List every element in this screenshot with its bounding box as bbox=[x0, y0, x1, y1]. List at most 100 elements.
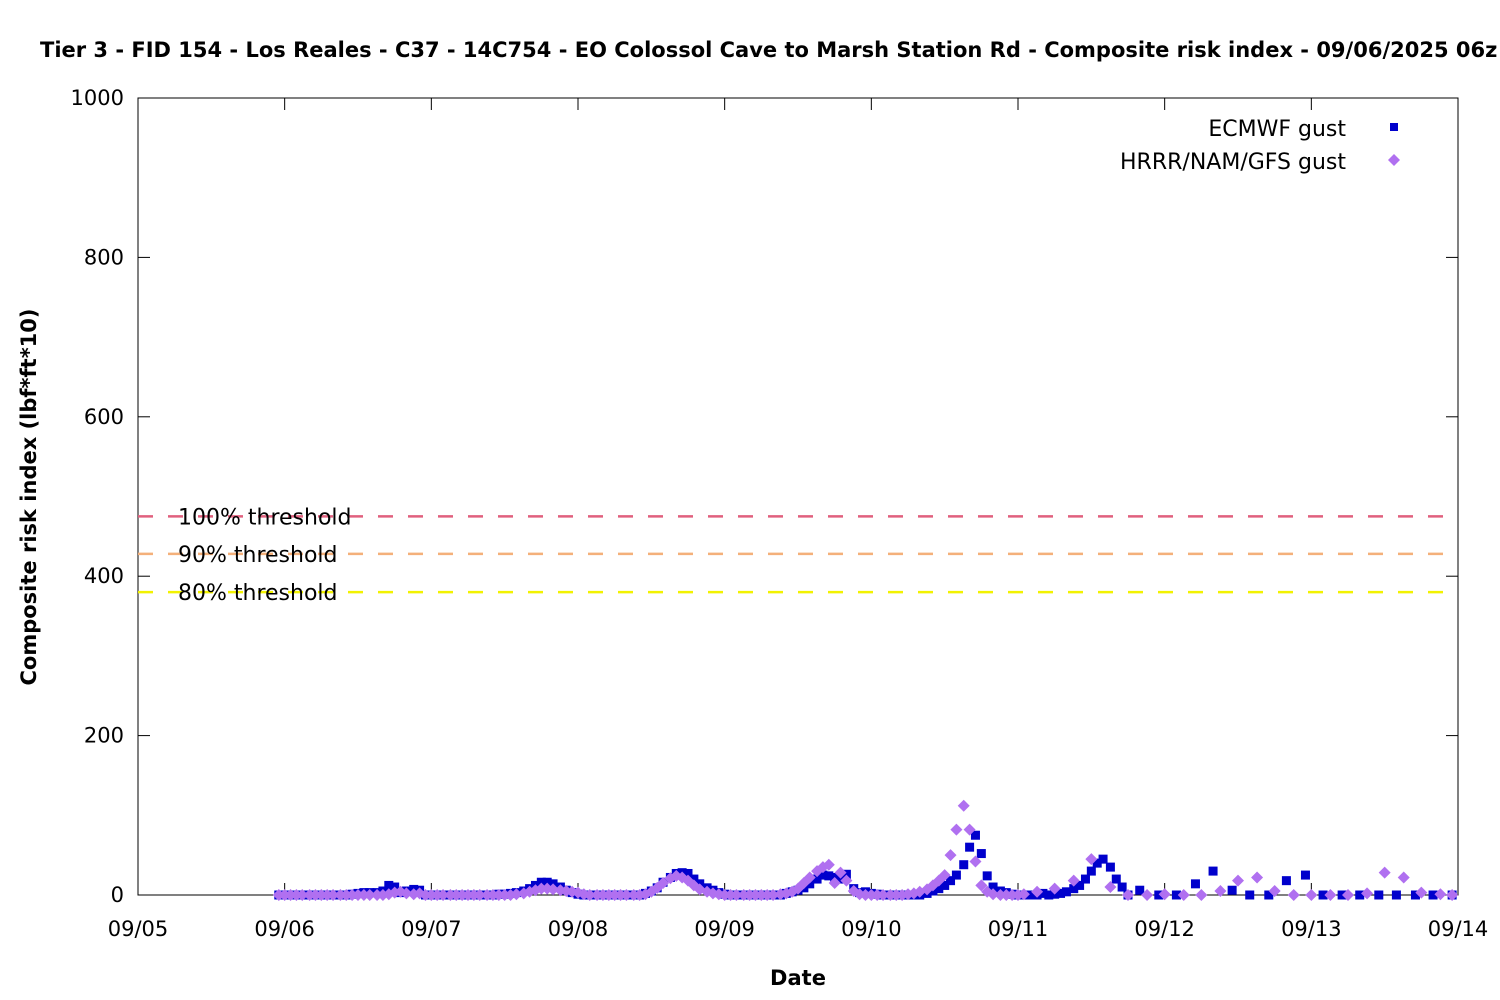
hrrr-nam-gfs-gust-point bbox=[730, 889, 743, 901]
x-axis-label: Date bbox=[770, 966, 826, 990]
series-hrrr-nam-gfs-gust bbox=[272, 799, 1459, 901]
ecmwf-gust-point bbox=[1300, 870, 1310, 880]
ecmwf-gust-point bbox=[384, 880, 394, 890]
hrrr-nam-gfs-gust-point bbox=[944, 849, 957, 862]
hrrr-nam-gfs-gust-point bbox=[473, 889, 486, 901]
ecmwf-gust-point bbox=[1227, 885, 1237, 895]
hrrr-nam-gfs-gust-point bbox=[1287, 889, 1300, 901]
ecmwf-gust-point bbox=[1391, 890, 1401, 900]
hrrr-nam-gfs-gust-point bbox=[1305, 889, 1318, 901]
axis-ticks: 0 200 400 600 800 1000 09/05 09/06 09/07 09/08 09/… bbox=[71, 86, 1489, 941]
hrrr-nam-gfs-gust-point bbox=[840, 874, 853, 887]
ecmwf-gust-point bbox=[1374, 890, 1384, 900]
hrrr-nam-gfs-gust-point bbox=[1361, 887, 1374, 900]
ecmwf-gust-point bbox=[818, 870, 828, 880]
ecmwf-gust-point bbox=[1075, 880, 1085, 890]
ecmwf-gust-point bbox=[542, 877, 552, 887]
hrrr-nam-gfs-gust-point bbox=[1067, 874, 1080, 887]
hrrr-nam-gfs-gust-point bbox=[437, 889, 450, 901]
ecmwf-gust-point bbox=[1105, 862, 1115, 872]
hrrr-nam-gfs-gust-point bbox=[1195, 889, 1208, 901]
ecmwf-gust-point bbox=[940, 880, 950, 890]
ecmwf-gust-point bbox=[536, 877, 546, 887]
hrrr-nam-gfs-gust-point bbox=[510, 888, 523, 901]
hrrr-nam-gfs-gust-point bbox=[1415, 886, 1428, 899]
hrrr-nam-gfs-gust-point bbox=[1031, 885, 1044, 898]
hrrr-nam-gfs-gust-point bbox=[400, 887, 413, 900]
ecmwf-gust-point bbox=[683, 868, 693, 878]
ecmwf-gust-point bbox=[689, 874, 699, 884]
ecmwf-gust-point bbox=[1061, 887, 1071, 897]
hrrr-nam-gfs-gust-point bbox=[1158, 888, 1171, 901]
ecmwf-gust-point bbox=[976, 849, 986, 859]
hrrr-nam-gfs-gust-point bbox=[975, 879, 988, 892]
ecmwf-gust-point bbox=[1410, 890, 1420, 900]
hrrr-nam-gfs-gust-point bbox=[296, 889, 309, 901]
hrrr-nam-gfs-gust-point bbox=[1141, 889, 1154, 901]
y-tick-label: 800 bbox=[84, 245, 124, 269]
ecmwf-gust-point bbox=[951, 870, 961, 880]
ecmwf-gust-point bbox=[970, 830, 980, 840]
ecmwf-gust-point bbox=[1355, 890, 1365, 900]
legend-marker-hrrr-nam-gfs bbox=[1388, 154, 1400, 166]
ecmwf-gust-point bbox=[946, 876, 956, 886]
ecmwf-gust-point bbox=[1038, 888, 1048, 898]
ecmwf-gust-point bbox=[1190, 879, 1200, 889]
ecmwf-gust-point bbox=[1092, 858, 1102, 868]
hrrr-nam-gfs-gust-point bbox=[1122, 889, 1134, 901]
plot-border bbox=[137, 97, 1459, 896]
legend: ECMWF gust HRRR/NAM/GFS gust bbox=[1120, 117, 1400, 175]
ecmwf-gust-point bbox=[812, 874, 822, 884]
ecmwf-gust-point bbox=[1264, 890, 1274, 900]
ecmwf-gust-point bbox=[1428, 890, 1438, 900]
ecmwf-gust-point bbox=[1171, 890, 1181, 900]
ecmwf-gust-point bbox=[841, 869, 851, 879]
ecmwf-gust-point bbox=[1154, 890, 1164, 900]
x-tick-label: 09/09 bbox=[694, 917, 755, 941]
x-tick-label: 09/11 bbox=[988, 917, 1049, 941]
ecmwf-gust-point bbox=[988, 882, 998, 892]
hrrr-nam-gfs-gust-point bbox=[583, 889, 596, 901]
hrrr-nam-gfs-gust-point bbox=[1397, 871, 1410, 884]
hrrr-nam-gfs-gust-point bbox=[803, 871, 816, 884]
x-tick-label: 09/14 bbox=[1428, 917, 1489, 941]
hrrr-nam-gfs-gust-point bbox=[1085, 853, 1098, 866]
legend-marker-ecmwf bbox=[1390, 123, 1398, 131]
ecmwf-gust-point bbox=[934, 884, 944, 894]
ecmwf-gust-point bbox=[1281, 876, 1291, 886]
hrrr-nam-gfs-gust-point bbox=[822, 858, 835, 871]
ecmwf-gust-point bbox=[1069, 884, 1079, 894]
ecmwf-gust-point bbox=[1025, 890, 1035, 900]
hrrr-nam-gfs-gust-point bbox=[877, 889, 890, 901]
ecmwf-gust-point bbox=[959, 860, 969, 870]
ecmwf-gust-point bbox=[965, 842, 975, 852]
y-tick-label: 0 bbox=[111, 883, 124, 907]
legend-label-ecmwf: ECMWF gust bbox=[1208, 117, 1346, 142]
x-tick-label: 09/13 bbox=[1281, 917, 1342, 941]
hrrr-nam-gfs-gust-point bbox=[1104, 881, 1117, 894]
hrrr-nam-gfs-gust-point bbox=[767, 889, 780, 901]
x-tick-label: 09/07 bbox=[401, 917, 462, 941]
ecmwf-gust-point bbox=[1318, 890, 1328, 900]
y-tick-label: 200 bbox=[84, 724, 124, 748]
hrrr-nam-gfs-gust-point bbox=[1446, 889, 1459, 901]
threshold-label: 100% threshold bbox=[178, 505, 352, 530]
threshold-label: 90% threshold bbox=[178, 543, 338, 568]
hrrr-nam-gfs-gust-point bbox=[1214, 885, 1227, 898]
y-tick-label: 1000 bbox=[71, 86, 124, 110]
ecmwf-gust-point bbox=[1044, 890, 1054, 900]
x-tick-label: 09/06 bbox=[254, 917, 315, 941]
hrrr-nam-gfs-gust-point bbox=[1342, 889, 1354, 901]
hrrr-nam-gfs-gust-point bbox=[963, 823, 976, 836]
hrrr-nam-gfs-gust-point bbox=[987, 888, 1000, 901]
x-tick-label: 09/10 bbox=[841, 917, 902, 941]
y-tick-label: 600 bbox=[84, 405, 124, 429]
y-tick-label: 400 bbox=[84, 564, 124, 588]
hrrr-nam-gfs-gust-point bbox=[1434, 888, 1447, 901]
legend-label-hrrr-nam-gfs: HRRR/NAM/GFS gust bbox=[1120, 150, 1346, 175]
threshold-label: 80% threshold bbox=[178, 581, 338, 606]
hrrr-nam-gfs-gust-point bbox=[547, 883, 560, 896]
hrrr-nam-gfs-gust-point bbox=[657, 877, 670, 890]
hrrr-nam-gfs-gust-point bbox=[1268, 885, 1281, 898]
ecmwf-gust-point bbox=[1117, 882, 1127, 892]
